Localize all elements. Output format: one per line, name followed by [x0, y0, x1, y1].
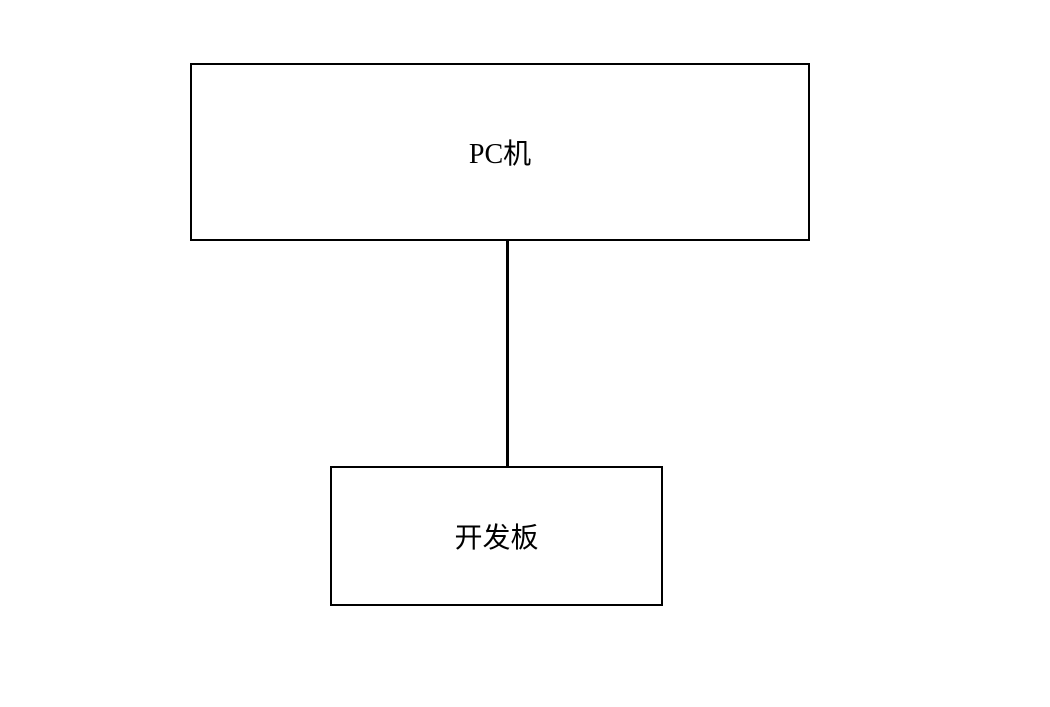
- node-dev-board: 开发板: [330, 466, 663, 606]
- diagram-container: PC机 开发板: [0, 0, 1050, 707]
- node-dev-board-label: 开发板: [454, 516, 538, 556]
- edge-pc-to-devboard: [506, 241, 509, 466]
- node-pc-label: PC机: [469, 132, 531, 172]
- node-pc: PC机: [190, 63, 810, 241]
